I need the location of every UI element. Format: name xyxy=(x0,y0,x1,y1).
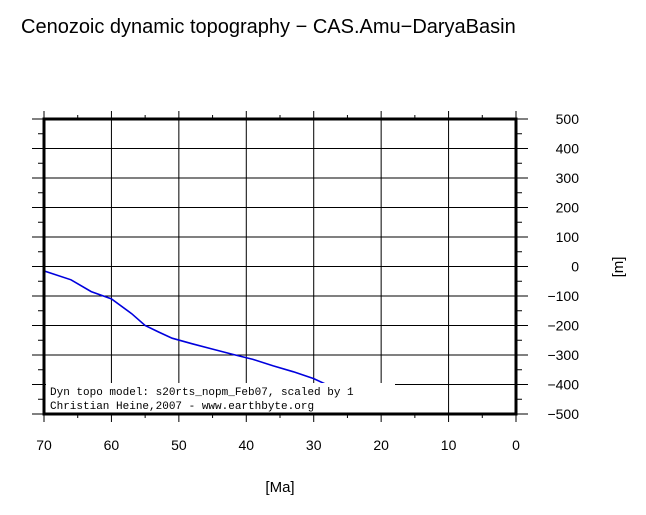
annotation-line: Dyn topo model: s20rts_nopm_Feb07, scale… xyxy=(50,387,354,399)
grid xyxy=(43,118,517,415)
y-tick-label: 500 xyxy=(556,111,580,127)
annotation-background xyxy=(46,383,395,413)
x-axis-label: [Ma] xyxy=(265,479,294,496)
y-tick-label: 0 xyxy=(571,259,579,275)
x-tick-label: 30 xyxy=(306,437,322,453)
x-tick-label: 20 xyxy=(373,437,389,453)
x-tick-label: 0 xyxy=(512,437,520,453)
x-tick-label: 60 xyxy=(104,437,120,453)
y-tick-label: 300 xyxy=(556,170,580,186)
x-tick-label: 40 xyxy=(238,437,254,453)
y-tick-label: −500 xyxy=(547,406,579,422)
x-tick-label: 10 xyxy=(441,437,457,453)
plot-frame xyxy=(42,117,518,416)
y-tick-label: 400 xyxy=(556,141,580,157)
annotation-line: Christian Heine,2007 - www.earthbyte.org xyxy=(50,401,314,413)
axis-labels: 70 60 50 40 30 20 10 05004003002001000−100−200−… xyxy=(36,111,627,496)
y-tick-label: 100 xyxy=(556,229,580,245)
x-tick-label: 50 xyxy=(171,437,187,453)
y-tick-label: −300 xyxy=(547,347,579,363)
annotation-box: Dyn topo model: s20rts_nopm_Feb07, scale… xyxy=(46,383,395,413)
y-tick-label: −200 xyxy=(547,318,579,334)
chart-title: Cenozoic dynamic topography − CAS.Amu−Da… xyxy=(21,16,516,38)
y-axis-label: [m] xyxy=(610,257,627,278)
y-tick-label: 200 xyxy=(556,200,580,216)
y-tick-label: −400 xyxy=(547,377,579,393)
y-tick-label: −100 xyxy=(547,288,579,304)
x-tick-label: 70 xyxy=(36,437,52,453)
